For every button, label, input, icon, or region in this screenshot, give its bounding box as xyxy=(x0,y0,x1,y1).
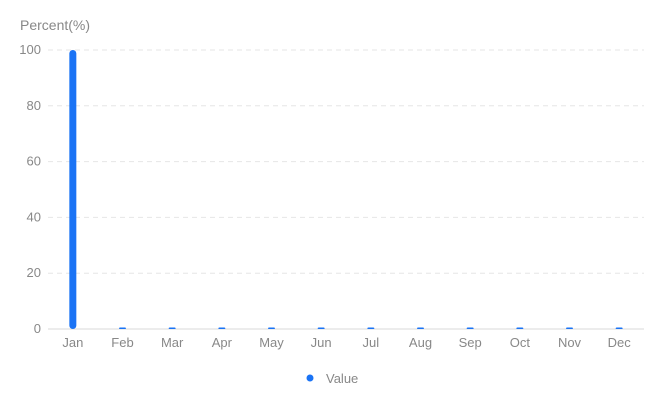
y-axis-title: Percent(%) xyxy=(20,17,90,33)
bar-nov[interactable] xyxy=(566,327,573,330)
bar-jan[interactable] xyxy=(69,50,77,329)
bar-oct[interactable] xyxy=(516,327,524,330)
bar-aug[interactable] xyxy=(417,327,424,330)
y-tick-label-2: 40 xyxy=(27,209,41,224)
x-tick-label-jul: Jul xyxy=(363,335,380,350)
bar-jul[interactable] xyxy=(367,327,375,330)
x-tick-label-apr: Apr xyxy=(212,335,233,350)
x-tick-label-sep: Sep xyxy=(459,335,482,350)
legend-label: Value xyxy=(326,371,358,386)
bar-may[interactable] xyxy=(268,327,275,330)
bar-jun[interactable] xyxy=(317,327,325,330)
bar-feb[interactable] xyxy=(119,327,126,330)
bar-dec[interactable] xyxy=(615,327,623,330)
y-axis-ticks: 0 20 40 60 80 100 xyxy=(19,42,41,336)
y-tick-label-4: 80 xyxy=(27,98,41,113)
y-tick-label-0: 0 xyxy=(34,321,41,336)
y-tick-label-1: 20 xyxy=(27,265,41,280)
x-tick-label-jan: Jan xyxy=(62,335,83,350)
legend-marker xyxy=(306,374,314,382)
x-tick-label-jun: Jun xyxy=(311,335,332,350)
x-tick-label-mar: Mar xyxy=(161,335,184,350)
legend[interactable]: Value xyxy=(306,371,359,386)
x-tick-label-dec: Dec xyxy=(608,335,632,350)
x-axis-ticks: Jan Feb Mar Apr May Jun Jul Aug Sep Oct Nov Dec xyxy=(62,335,631,350)
x-tick-label-oct: Oct xyxy=(510,335,531,350)
y-tick-label-3: 60 xyxy=(27,154,41,169)
x-tick-label-may: May xyxy=(259,335,284,350)
gridlines xyxy=(48,49,644,274)
bars xyxy=(69,50,623,330)
x-tick-label-feb: Feb xyxy=(111,335,133,350)
x-tick-label-aug: Aug xyxy=(409,335,432,350)
bar-sep[interactable] xyxy=(466,327,474,330)
bar-mar[interactable] xyxy=(168,327,176,330)
bar-apr[interactable] xyxy=(218,327,226,330)
y-tick-label-5: 100 xyxy=(19,42,41,57)
x-tick-label-nov: Nov xyxy=(558,335,582,350)
